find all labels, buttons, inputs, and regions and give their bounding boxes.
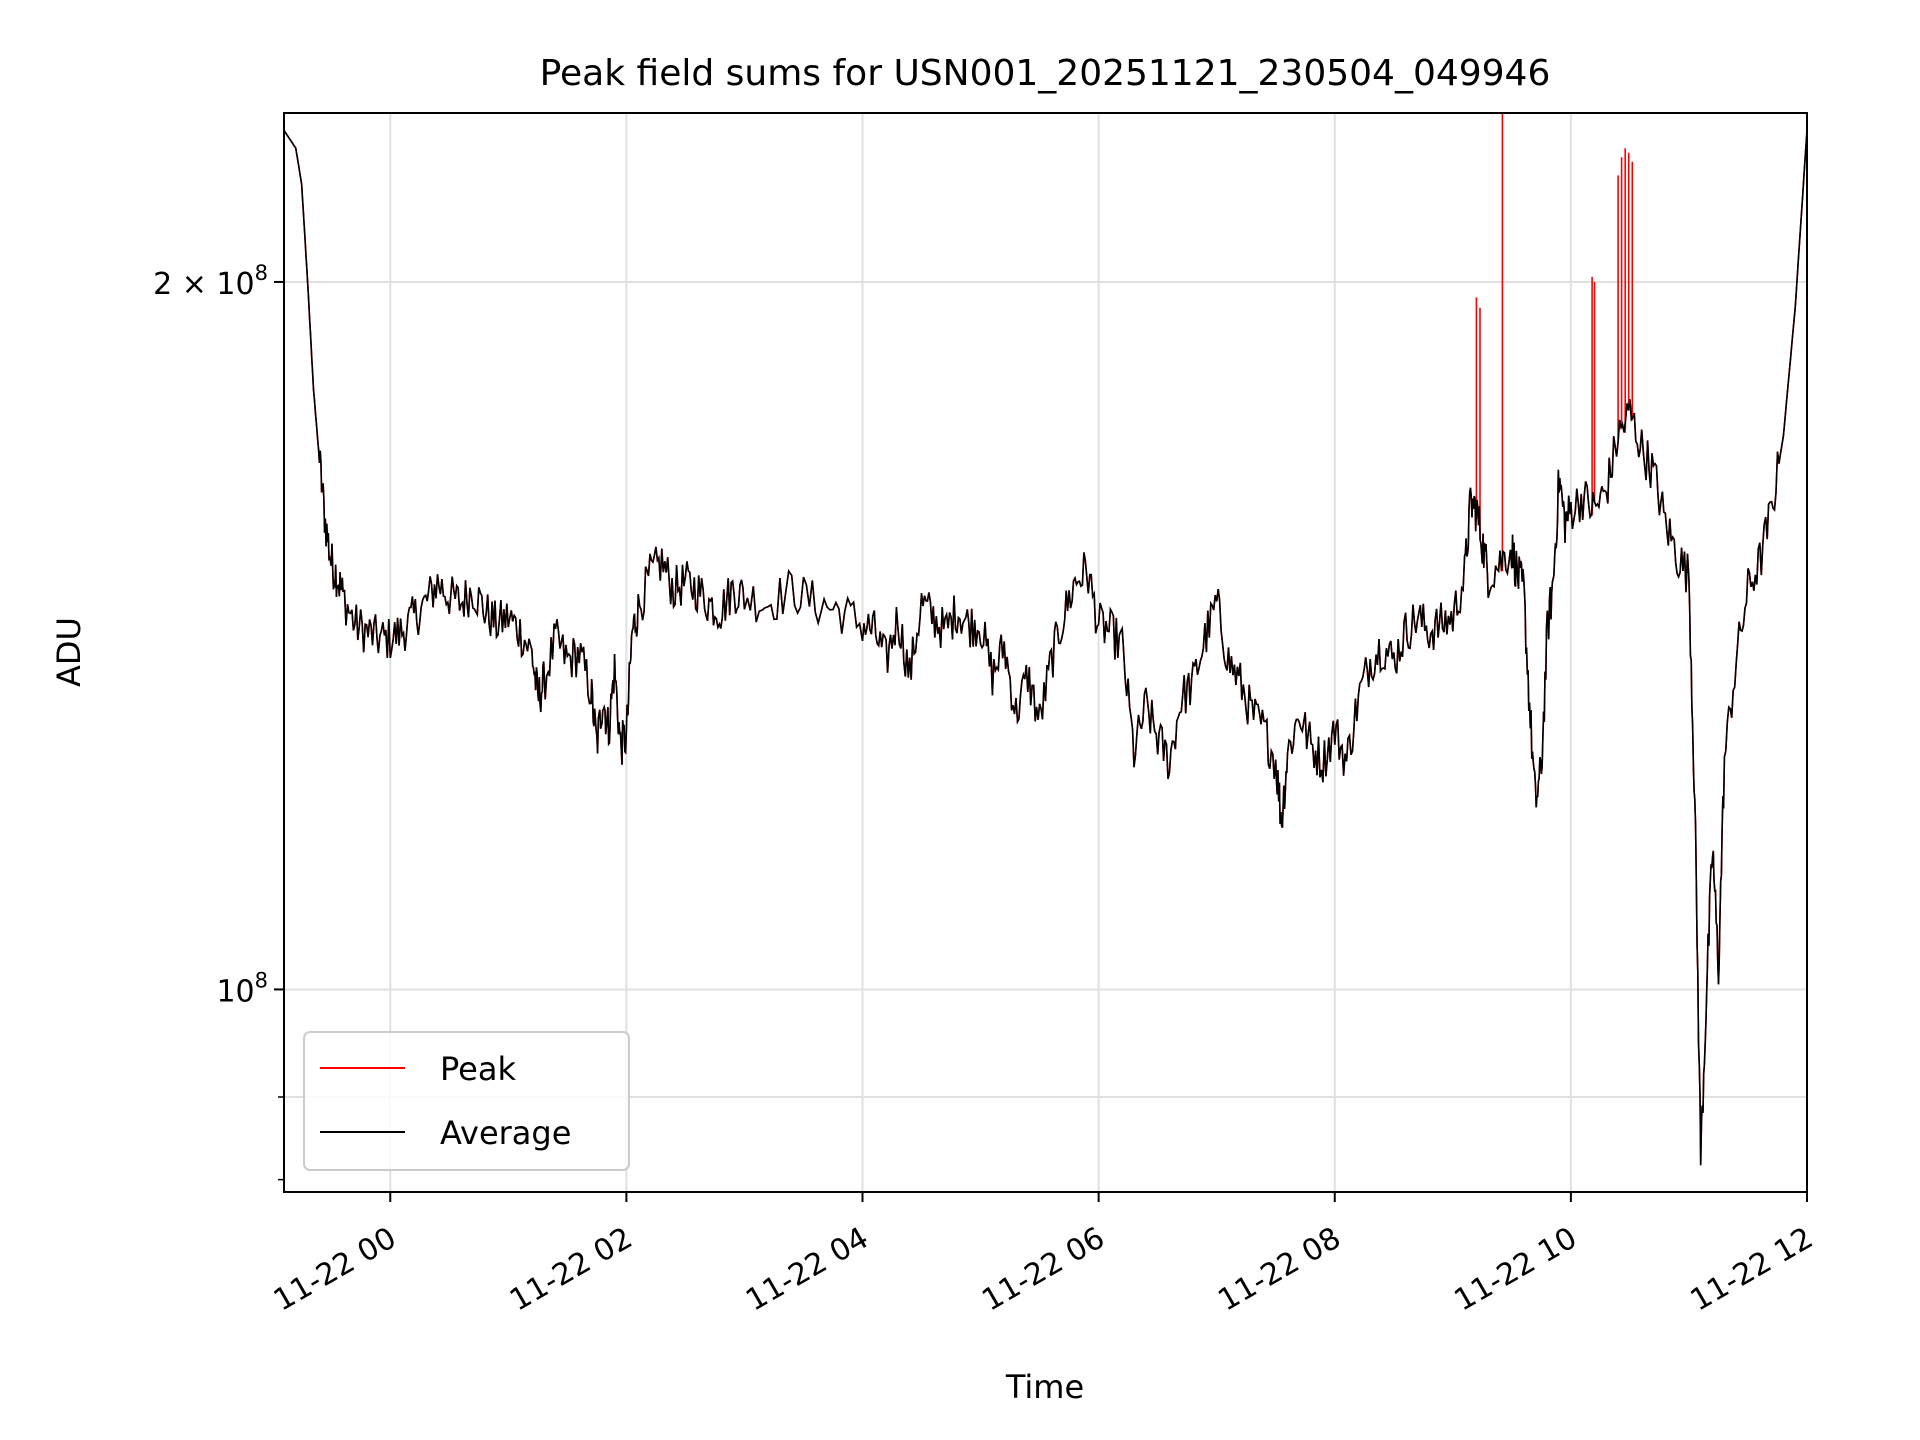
x-axis-label: Time <box>1005 1368 1084 1406</box>
legend-box <box>303 1031 630 1171</box>
y-tick-label: 108 <box>216 968 268 1009</box>
y-axis-ticks: 108 2 × 108 <box>153 261 284 1181</box>
y-tick-label: 2 × 108 <box>153 261 268 302</box>
plot-area-lines <box>283 113 1808 1166</box>
y-axis-label: ADU <box>50 617 88 687</box>
plot-frame <box>283 112 1808 1193</box>
chart-title: Peak field sums for USN001_20251121_2305… <box>540 53 1551 94</box>
legend-label-average: Average <box>440 1114 571 1152</box>
legend: Peak Average <box>303 1031 630 1171</box>
series-line-average <box>283 129 1808 1166</box>
legend-label-peak: Peak <box>440 1050 516 1088</box>
